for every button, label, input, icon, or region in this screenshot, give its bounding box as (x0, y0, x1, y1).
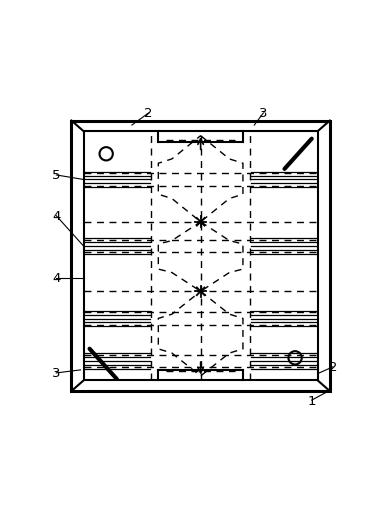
Text: 2: 2 (329, 361, 337, 374)
Text: 3: 3 (52, 366, 60, 380)
Bar (83, 132, 318, 381)
Bar (71, 121, 330, 391)
Text: 5: 5 (52, 169, 60, 182)
Text: 3: 3 (259, 107, 268, 120)
Text: 2: 2 (144, 107, 153, 120)
Text: 4: 4 (52, 272, 60, 285)
Text: 4: 4 (52, 210, 60, 223)
Text: 1: 1 (307, 394, 316, 407)
